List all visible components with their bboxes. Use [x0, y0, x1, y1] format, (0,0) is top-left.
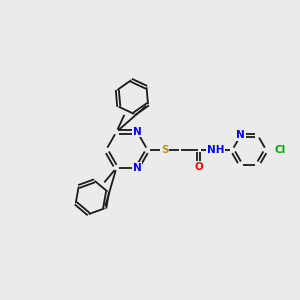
Text: NH: NH [207, 145, 224, 155]
Text: N: N [236, 130, 245, 140]
Text: S: S [161, 145, 168, 155]
Text: O: O [194, 162, 203, 172]
Text: N: N [133, 163, 142, 173]
Text: Cl: Cl [274, 145, 286, 155]
Text: N: N [133, 127, 142, 137]
